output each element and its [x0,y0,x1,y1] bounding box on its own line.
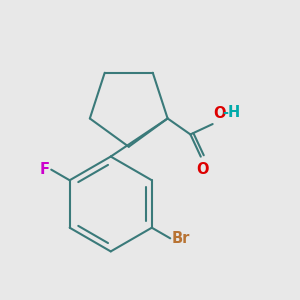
Text: F: F [40,162,50,177]
Text: O: O [196,162,209,177]
Text: Br: Br [172,231,190,246]
Text: -H: -H [223,105,241,120]
Text: O: O [213,106,226,122]
